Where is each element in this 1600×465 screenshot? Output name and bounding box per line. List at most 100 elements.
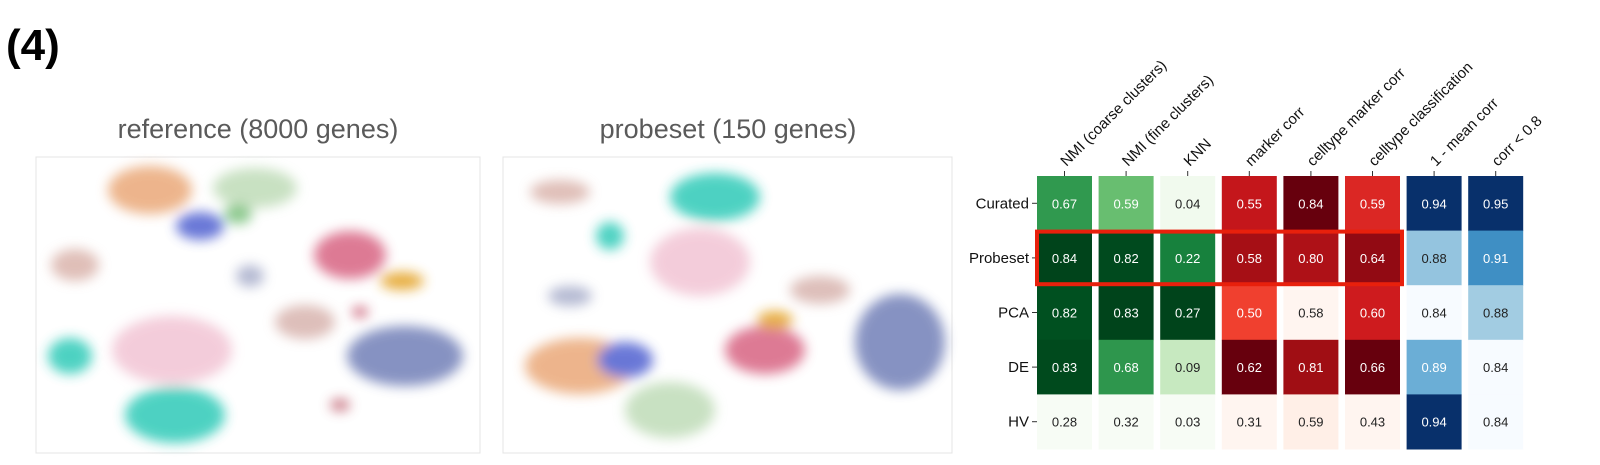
cluster (757, 311, 793, 329)
cluster (314, 231, 386, 279)
umap-title: reference (8000 genes) (118, 114, 399, 144)
heatmap-cell (1345, 285, 1400, 341)
cell-value: 0.95 (1483, 196, 1508, 211)
row-label: Probeset (969, 250, 1030, 267)
heatmap-cell (1037, 394, 1092, 450)
cluster (51, 249, 99, 281)
cluster (275, 305, 335, 339)
cell-value: 0.62 (1237, 360, 1262, 375)
cell-value: 0.68 (1113, 360, 1138, 375)
heatmap-cell (1037, 230, 1092, 286)
cell-value: 0.67 (1052, 196, 1077, 211)
heatmap-cell (1221, 176, 1277, 232)
cluster (224, 204, 252, 224)
cluster (352, 307, 368, 317)
cell-value: 0.31 (1237, 415, 1262, 430)
row-label: Curated (976, 195, 1029, 212)
cell-value: 0.82 (1113, 251, 1138, 266)
heatmap-cell (1098, 394, 1154, 450)
cell-value: 0.59 (1298, 415, 1323, 430)
cell-value: 0.64 (1360, 251, 1385, 266)
heatmap-cell (1098, 285, 1154, 341)
highlight-box (1035, 229, 1404, 287)
heatmap-cell (1098, 339, 1154, 395)
heatmap-cell (1283, 230, 1339, 286)
cluster (530, 180, 590, 204)
cluster (108, 166, 192, 214)
cell-value: 0.84 (1421, 306, 1446, 321)
cell-value: 0.22 (1175, 251, 1200, 266)
cluster (790, 276, 850, 304)
cell-value: 0.03 (1175, 415, 1200, 430)
cluster (548, 286, 592, 306)
cell-value: 0.83 (1052, 360, 1077, 375)
cell-value: 0.94 (1421, 415, 1446, 430)
heatmap-cell (1345, 230, 1400, 286)
cell-value: 0.91 (1483, 251, 1508, 266)
heatmap-cell (1160, 285, 1216, 341)
row-label: PCA (998, 305, 1029, 322)
cell-value: 0.58 (1298, 306, 1323, 321)
cell-value: 0.66 (1360, 360, 1385, 375)
heatmap-cell (1283, 394, 1339, 450)
heatmap-cell (1406, 230, 1462, 286)
heatmap-cell (1221, 285, 1277, 341)
cell-value: 0.55 (1237, 196, 1262, 211)
cluster (213, 168, 297, 208)
cell-value: 0.60 (1360, 306, 1385, 321)
umap-title: probeset (150 genes) (600, 114, 857, 144)
cell-value: 0.82 (1052, 306, 1077, 321)
heatmap-cell (1283, 285, 1339, 341)
cell-value: 0.80 (1298, 251, 1323, 266)
cluster (236, 265, 264, 287)
cell-value: 0.88 (1483, 306, 1508, 321)
heatmap-cell (1160, 230, 1216, 286)
cell-value: 0.58 (1237, 251, 1262, 266)
heatmap-cell (1468, 285, 1524, 341)
heatmap-cell (1160, 176, 1216, 232)
panel-label: (4) (6, 21, 60, 70)
heatmap-cell (1037, 285, 1092, 341)
cell-value: 0.81 (1298, 360, 1323, 375)
heatmap-cell (1160, 394, 1216, 450)
cell-value: 0.83 (1113, 306, 1138, 321)
heatmap-cell (1406, 176, 1462, 232)
cell-value: 0.43 (1360, 415, 1385, 430)
cell-value: 0.27 (1175, 306, 1200, 321)
cell-value: 0.88 (1421, 251, 1446, 266)
heatmap-cell (1098, 176, 1154, 232)
heatmap-cell (1037, 339, 1092, 395)
cluster (347, 326, 463, 386)
heatmap-cell (1345, 176, 1400, 232)
cluster (176, 212, 224, 240)
cluster (380, 272, 424, 290)
heatmap-cell (1283, 176, 1339, 232)
cluster (855, 294, 945, 390)
column-label: NMI (coarse clusters) (1057, 57, 1170, 170)
heatmap-cell (1406, 339, 1462, 395)
column-label: celltype classification (1365, 59, 1476, 170)
heatmap-cell (1160, 339, 1216, 395)
heatmap-cell (1406, 394, 1462, 450)
cluster (596, 222, 624, 250)
column-label: marker corr (1242, 104, 1308, 170)
cell-value: 0.84 (1298, 196, 1323, 211)
cluster (597, 342, 653, 378)
cell-value: 0.59 (1113, 196, 1138, 211)
heatmap-cell (1345, 339, 1400, 395)
heatmap-cell (1283, 339, 1339, 395)
umap-clusters (48, 166, 945, 443)
heatmap-cell (1221, 230, 1277, 286)
column-label: corr < 0.8 (1489, 113, 1546, 170)
cluster (48, 338, 92, 374)
row-label: HV (1008, 414, 1029, 431)
cluster (125, 387, 225, 443)
cluster (330, 399, 350, 411)
heatmap-cell (1468, 176, 1524, 232)
cell-value: 0.04 (1175, 196, 1200, 211)
heatmap-cell (1468, 230, 1524, 286)
cell-value: 0.89 (1421, 360, 1446, 375)
heatmap-cell (1468, 394, 1524, 450)
heatmap-cell (1221, 394, 1277, 450)
